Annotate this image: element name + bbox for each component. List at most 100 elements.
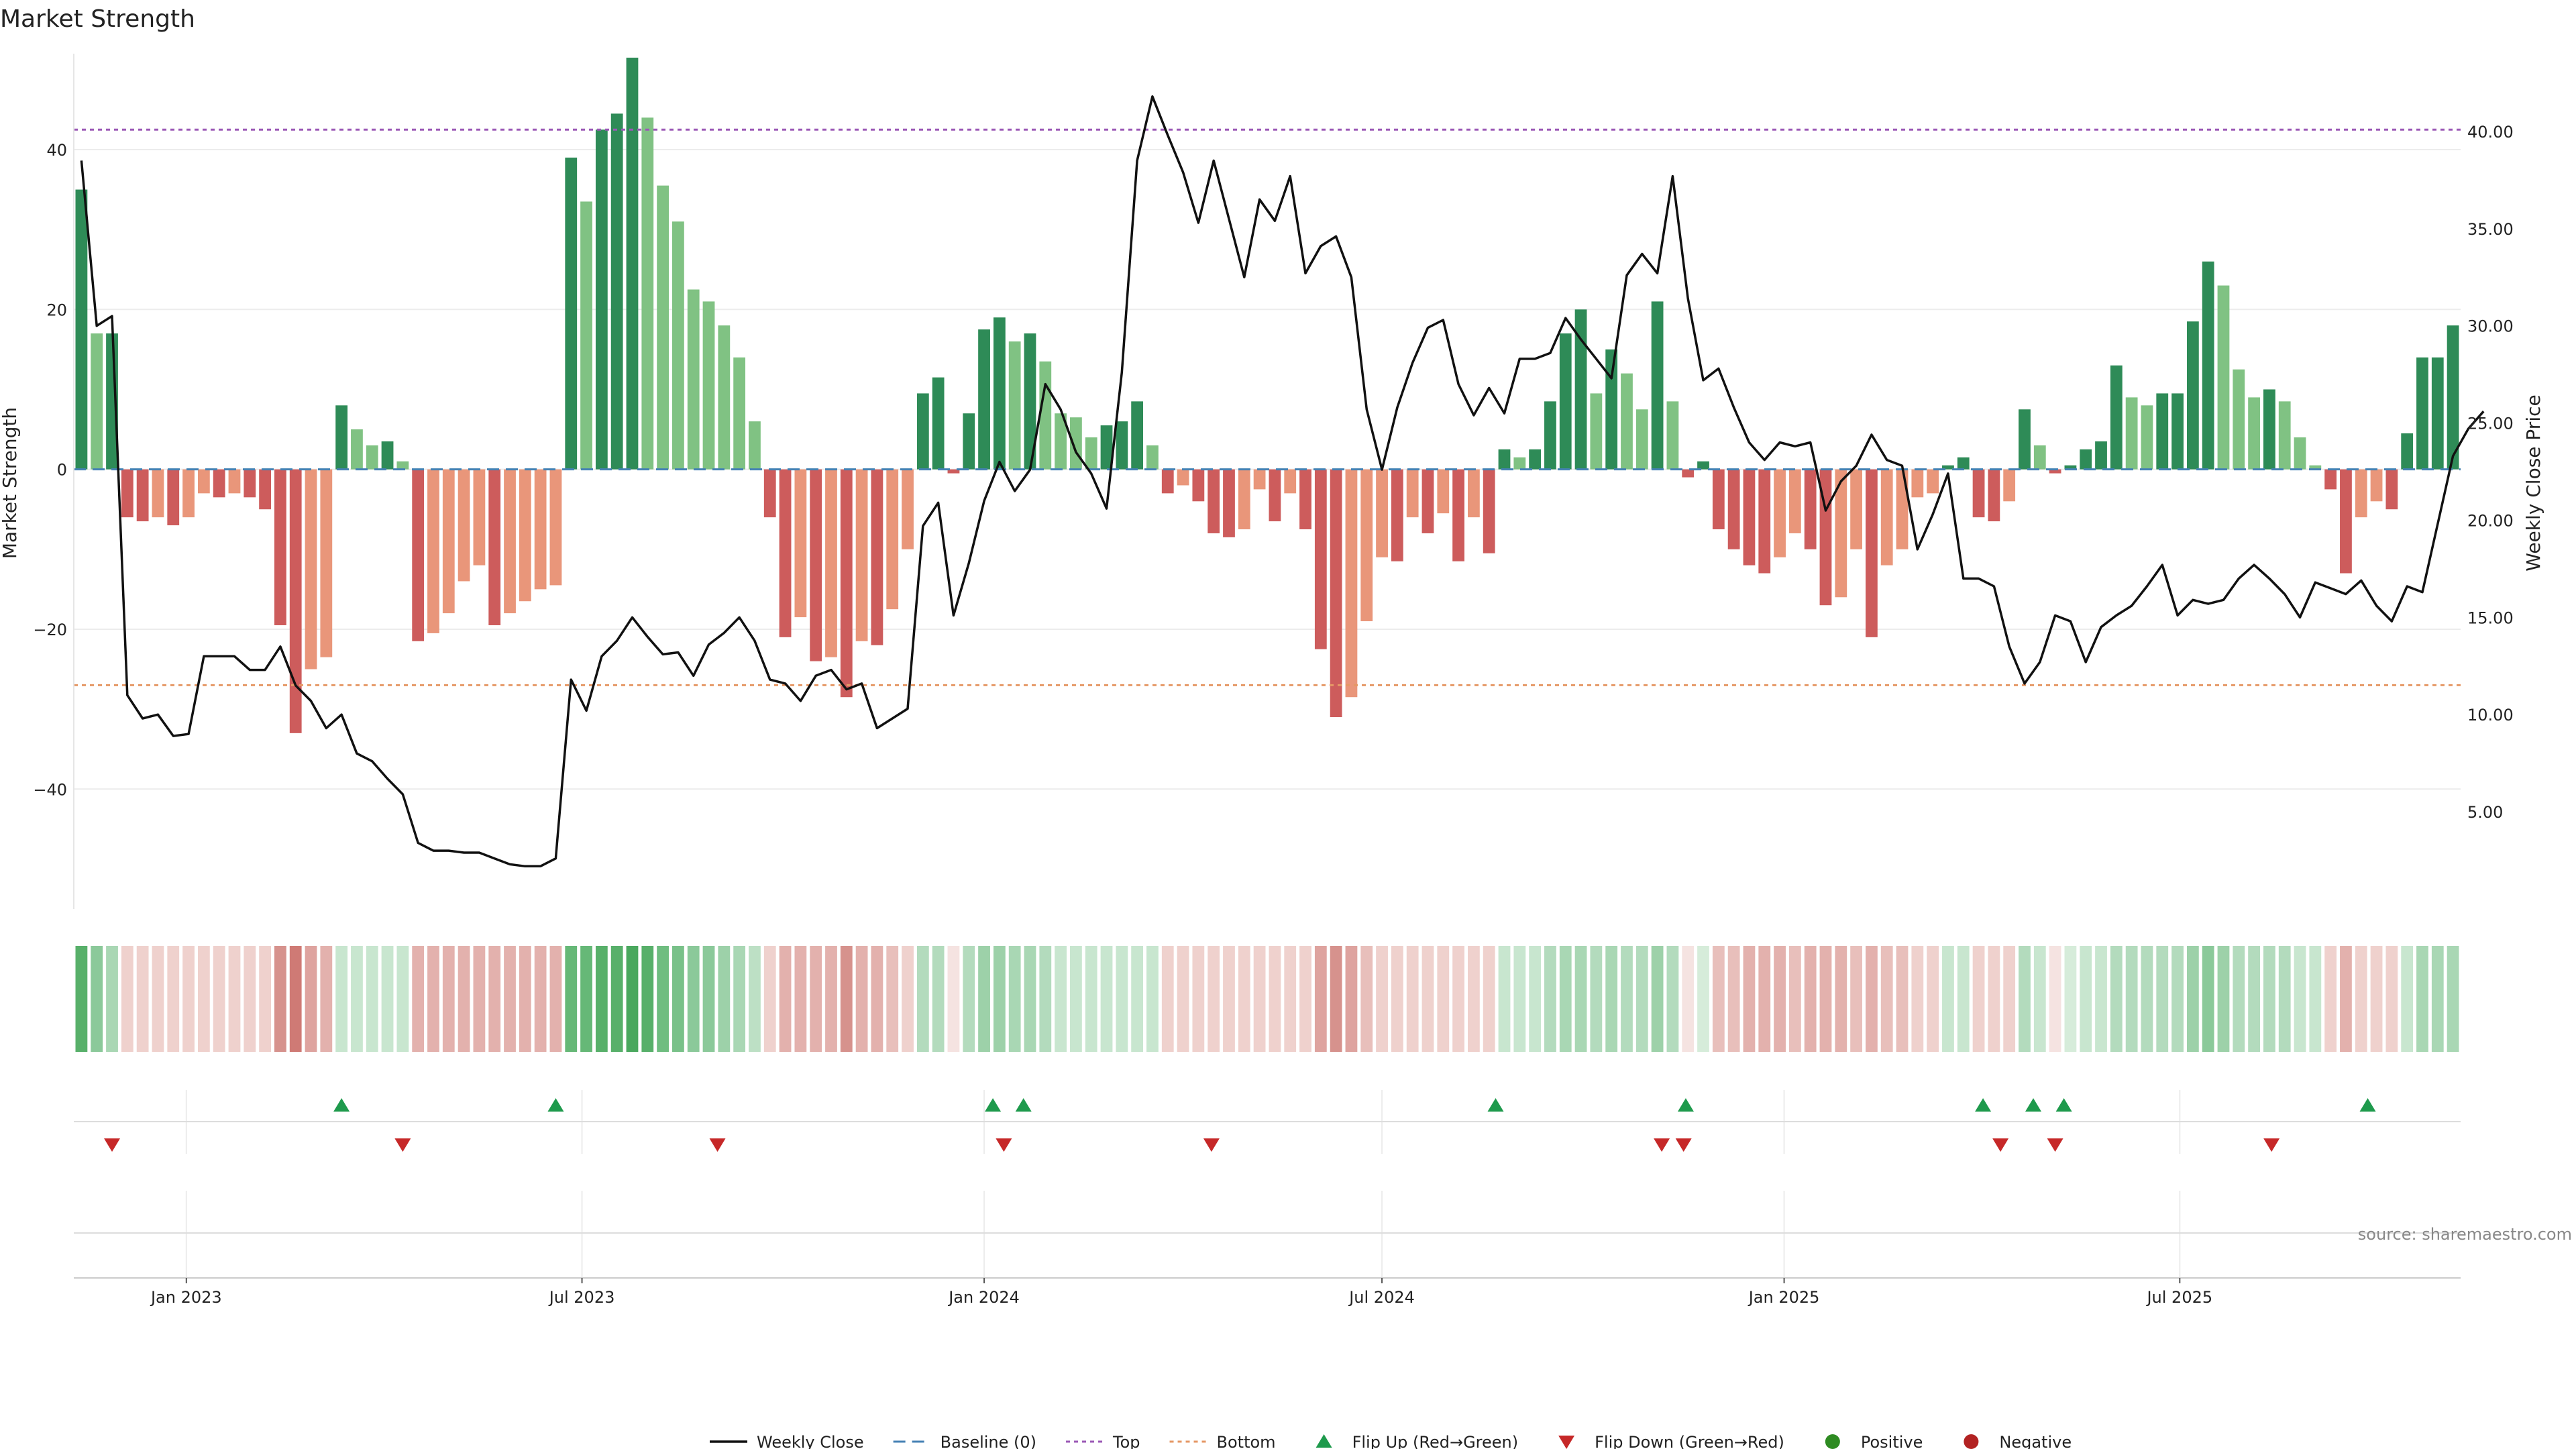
strip-cell <box>1223 946 1235 1052</box>
strip-cell <box>1972 946 1985 1052</box>
strength-bar <box>1758 469 1771 574</box>
strength-bar <box>549 469 562 586</box>
strength-bar <box>442 469 455 614</box>
strip-cell <box>504 946 516 1052</box>
strength-bar <box>1161 469 1174 494</box>
strength-bar <box>1345 469 1358 698</box>
strip-cell <box>1621 946 1633 1052</box>
strip-cell <box>1116 946 1128 1052</box>
strip-cell <box>825 946 837 1052</box>
strength-bar <box>1635 409 1648 470</box>
strip-cell <box>1314 946 1327 1052</box>
strength-bar <box>749 421 761 470</box>
flip-down-marker <box>1992 1138 2009 1152</box>
strip-cell <box>2217 946 2230 1052</box>
legend-item-flip_down: Flip Down (Green→Red) <box>1558 1433 1784 1449</box>
strength-bar <box>2263 389 2275 470</box>
strip-cell <box>1697 946 1709 1052</box>
strength-bar <box>335 405 348 470</box>
strip-cell <box>1008 946 1021 1052</box>
strip-cell <box>1590 946 1603 1052</box>
strength-bar <box>840 469 853 698</box>
flip-down-marker <box>996 1138 1012 1152</box>
strip-cell <box>626 946 639 1052</box>
strength-bar <box>2401 433 2414 470</box>
strength-bar <box>458 469 470 582</box>
flip-down-marker <box>1654 1138 1670 1152</box>
strip-cell <box>1039 946 1052 1052</box>
strength-bar <box>702 301 715 470</box>
flip-down-marker <box>104 1138 121 1152</box>
strip-cell <box>1360 946 1373 1052</box>
strength-bar <box>1942 465 1954 470</box>
strip-cell <box>1100 946 1113 1052</box>
left-tick-label: −40 <box>33 780 67 799</box>
strip-cell <box>381 946 394 1052</box>
strip-cell <box>427 946 439 1052</box>
strip-cell <box>886 946 899 1052</box>
strip-cell <box>473 946 486 1052</box>
left-tick-label: −20 <box>33 621 67 639</box>
right-tick-label: 15.00 <box>2467 608 2514 627</box>
legend-swatch-positive <box>1825 1434 1840 1449</box>
flip-down-marker <box>709 1138 726 1152</box>
strength-bar <box>2248 397 2260 470</box>
strength-bar <box>1269 469 1281 522</box>
strip-cell <box>2233 946 2245 1052</box>
strength-bar <box>2003 469 2016 502</box>
strength-bar <box>320 469 333 657</box>
strip-cell <box>902 946 914 1052</box>
strength-bar <box>534 469 547 590</box>
strip-cell <box>2248 946 2260 1052</box>
strength-bar <box>2186 321 2199 470</box>
strength-bar <box>2385 469 2398 510</box>
strength-bar <box>2355 469 2367 518</box>
strip-cell <box>1513 946 1526 1052</box>
strength-bar <box>932 377 945 470</box>
strip-cell <box>335 946 348 1052</box>
source-note: source: sharemaestro.com <box>2358 1225 2572 1244</box>
strip-cell <box>2431 946 2444 1052</box>
strength-bar <box>657 185 669 470</box>
strength-bar <box>2233 369 2245 470</box>
strip-cell <box>1896 946 1909 1052</box>
strength-bar <box>1208 469 1220 533</box>
strip-cell <box>305 946 317 1052</box>
strip-cell <box>2049 946 2061 1052</box>
strength-bar <box>75 189 88 470</box>
strength-bar <box>1712 469 1725 529</box>
strip-cell <box>1544 946 1556 1052</box>
strength-bar <box>1804 469 1817 549</box>
strip-cell <box>2447 946 2459 1052</box>
strip-cell <box>595 946 608 1052</box>
strip-cell <box>672 946 684 1052</box>
strength-bar <box>1666 401 1679 470</box>
strip-cell <box>1880 946 1893 1052</box>
strength-bar <box>1850 469 1862 549</box>
strip-cell <box>488 946 501 1052</box>
strength-bar <box>1055 413 1067 470</box>
strip-cell <box>1727 946 1740 1052</box>
strength-bar <box>1238 469 1250 529</box>
strip-cell <box>2095 946 2107 1052</box>
strength-bar <box>136 469 149 522</box>
strip-cell <box>1437 946 1450 1052</box>
strength-bar <box>2309 465 2322 470</box>
strip-cell <box>2309 946 2322 1052</box>
strength-bar <box>1988 469 2000 522</box>
date-tick-label: Jan 2025 <box>1748 1288 1820 1307</box>
strength-bar <box>2278 401 2291 470</box>
strip-cell <box>136 946 149 1052</box>
strip-cell <box>2156 946 2169 1052</box>
strip-cell <box>2003 946 2016 1052</box>
strength-bar <box>2141 405 2153 470</box>
strength-bar <box>2064 465 2077 470</box>
strength-bar <box>1483 469 1495 553</box>
strip-cell <box>1957 946 1970 1052</box>
strength-bar <box>855 469 868 641</box>
strength-bar <box>213 469 225 498</box>
strip-cell <box>197 946 210 1052</box>
flip-marker-panel <box>74 1098 2461 1152</box>
flip-down-marker <box>2047 1138 2063 1152</box>
